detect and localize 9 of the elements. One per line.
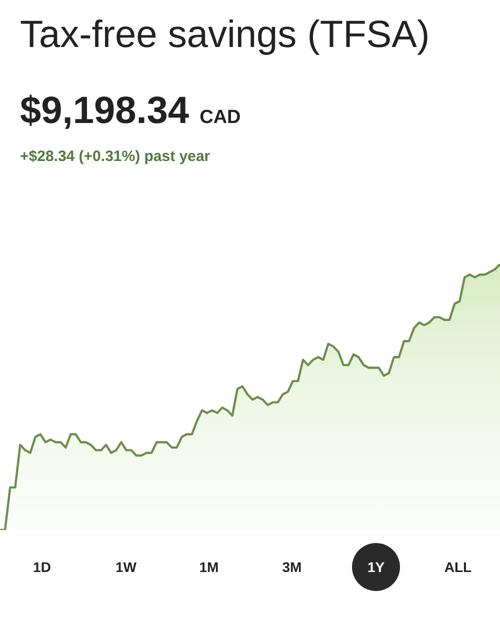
text: 1M: [198, 558, 220, 577]
text: 1D: [32, 558, 52, 577]
text: 3M: [281, 558, 303, 577]
chart-subtitle: $9,198.34 CAD: [20, 90, 241, 133]
text: 1W: [114, 558, 138, 577]
text: +$28.34 (+0.31%) past year: [20, 148, 210, 165]
text: 1Y: [352, 543, 400, 591]
chart-title: Tax-free savings (TFSA): [20, 14, 430, 57]
text: ALL: [443, 558, 473, 577]
